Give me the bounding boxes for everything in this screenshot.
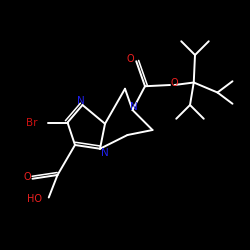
Text: O: O bbox=[23, 172, 31, 182]
Text: N: N bbox=[78, 96, 85, 106]
Text: HO: HO bbox=[27, 194, 42, 204]
Text: Br: Br bbox=[26, 118, 38, 128]
Text: N: N bbox=[101, 148, 109, 158]
Text: O: O bbox=[171, 78, 178, 88]
Text: O: O bbox=[126, 54, 134, 64]
Text: N: N bbox=[130, 102, 138, 113]
